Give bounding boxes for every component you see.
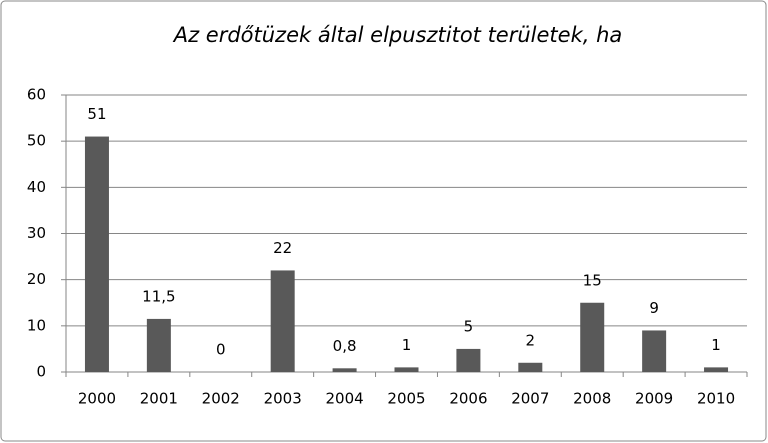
x-tick-label: 2006	[449, 390, 487, 408]
bar	[332, 368, 357, 372]
y-tick-label: 30	[27, 224, 46, 242]
data-label: 1	[402, 336, 412, 354]
x-tick-label: 2005	[387, 390, 425, 408]
bar	[270, 270, 295, 372]
data-label: 15	[583, 271, 602, 289]
bar	[580, 302, 605, 372]
y-tick-label: 10	[27, 316, 46, 334]
data-label: 51	[87, 105, 106, 123]
bar	[518, 362, 543, 372]
data-label: 11,5	[142, 287, 175, 305]
bar	[84, 136, 109, 372]
y-tick-label: 60	[27, 86, 46, 104]
x-tick-label: 2009	[635, 390, 673, 408]
data-label: 5	[464, 317, 474, 335]
data-label: 0	[216, 341, 226, 359]
y-tick-label: 0	[36, 363, 46, 381]
data-label: 1	[711, 336, 721, 354]
bar	[642, 330, 667, 372]
bar	[704, 367, 729, 372]
y-tick-label: 50	[27, 132, 46, 150]
x-tick-label: 2000	[78, 390, 116, 408]
data-label: 9	[649, 299, 659, 317]
x-tick-label: 2004	[325, 390, 363, 408]
x-tick-label: 2003	[264, 390, 302, 408]
data-label: 22	[273, 239, 292, 257]
y-tick-label: 40	[27, 178, 46, 196]
data-label: 0,8	[333, 337, 357, 355]
x-tick-label: 2007	[511, 390, 549, 408]
bar	[456, 348, 481, 372]
data-label: 2	[526, 331, 536, 349]
x-tick-label: 2008	[573, 390, 611, 408]
chart-title: Az erdőtüzek által elpusztitot területek…	[172, 23, 623, 47]
bar	[146, 318, 171, 372]
y-tick-label: 20	[27, 270, 46, 288]
bar	[394, 367, 419, 372]
x-tick-label: 2010	[697, 390, 735, 408]
x-tick-label: 2001	[140, 390, 178, 408]
x-tick-label: 2002	[202, 390, 240, 408]
